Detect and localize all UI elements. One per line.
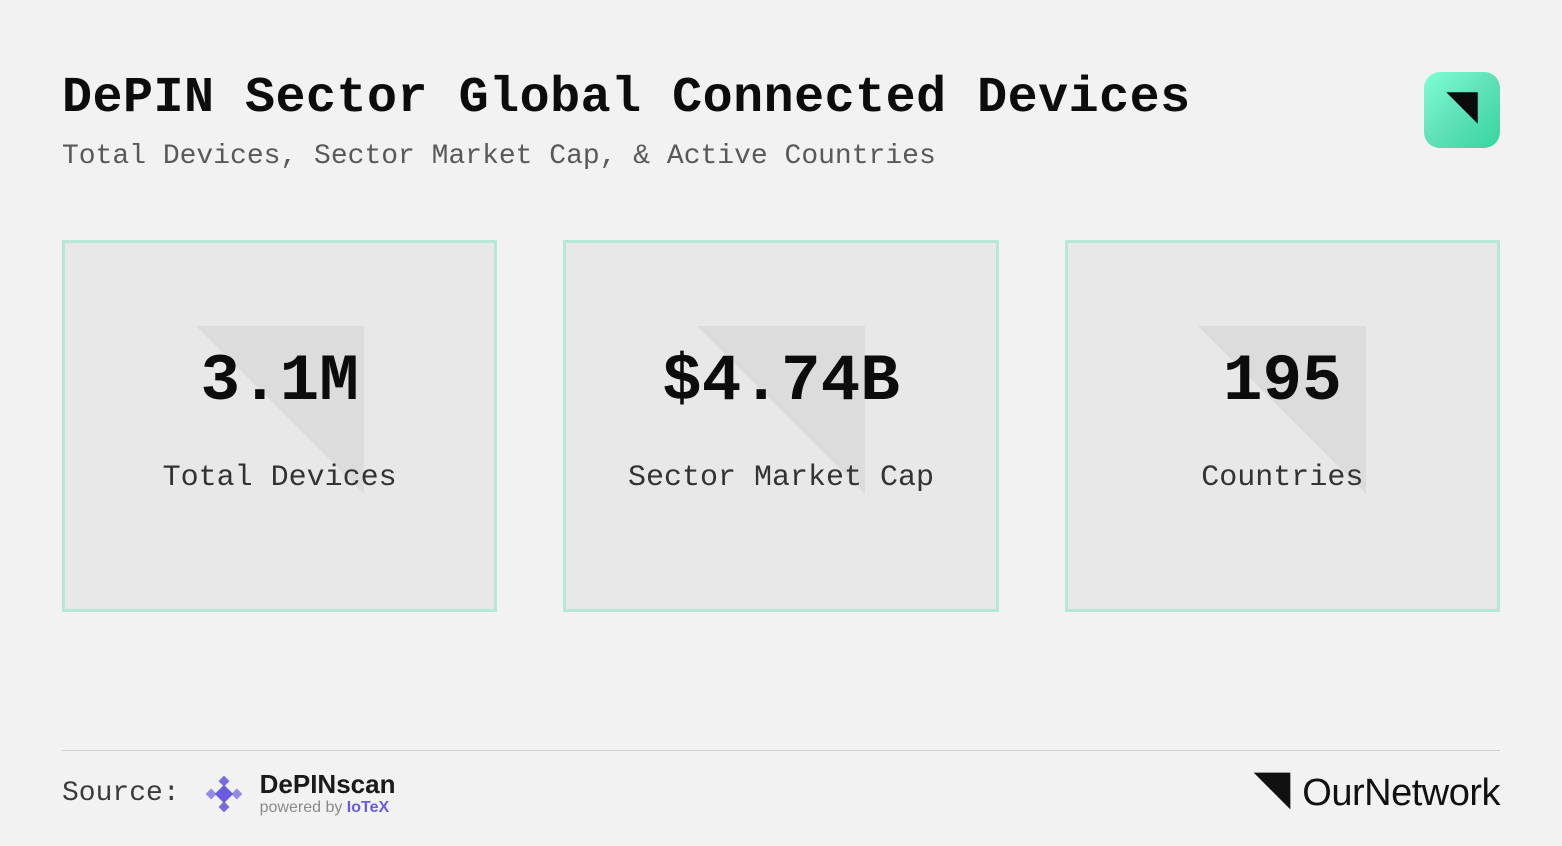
footer-divider [62,750,1500,751]
header: DePIN Sector Global Connected Devices To… [62,70,1500,172]
stat-card-market-cap: $4.74B Sector Market Cap [563,240,998,612]
footer: Source: DePINscan [62,750,1500,818]
ournetwork-icon [1250,769,1294,818]
stat-card-total-devices: 3.1M Total Devices [62,240,497,612]
stat-value: 195 [1223,344,1342,419]
depinscan-icon [202,772,246,816]
stat-label: Total Devices [163,461,397,495]
source-label: Source: [62,778,180,809]
ournetwork-text: OurNetwork [1302,772,1500,815]
depinscan-name: DePINscan [260,770,396,799]
ournetwork-logo: OurNetwork [1250,769,1500,818]
source-group: Source: DePINscan [62,770,395,816]
arrow-box-icon [1441,87,1483,134]
depinscan-sub-brand: IoTeX [347,799,389,816]
stat-cards: 3.1M Total Devices $4.74B Sector Market … [62,240,1500,612]
brand-badge [1424,72,1500,148]
stat-value: $4.74B [662,344,900,419]
stat-label: Sector Market Cap [628,461,934,495]
stat-label: Countries [1201,461,1363,495]
title-block: DePIN Sector Global Connected Devices To… [62,70,1191,172]
page-subtitle: Total Devices, Sector Market Cap, & Acti… [62,141,1191,172]
depinscan-logo: DePINscan powered by IoTeX [202,770,396,816]
stat-value: 3.1M [200,344,358,419]
depinscan-sub-prefix: powered by [260,799,347,816]
page-title: DePIN Sector Global Connected Devices [62,70,1191,127]
depinscan-subtitle: powered by IoTeX [260,799,396,817]
stat-card-countries: 195 Countries [1065,240,1500,612]
